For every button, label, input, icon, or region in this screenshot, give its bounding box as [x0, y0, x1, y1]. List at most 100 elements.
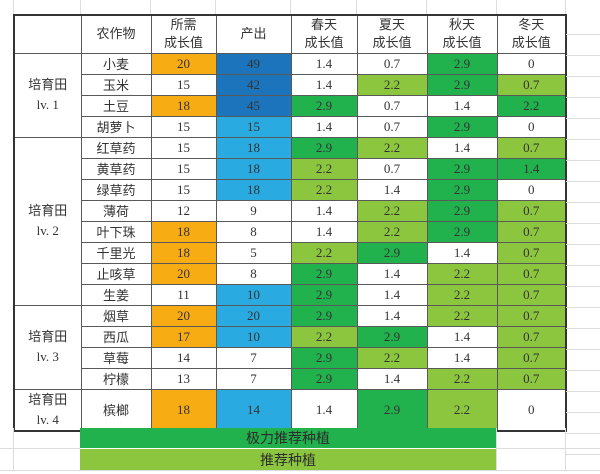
- cell-required-growth: 12: [150, 199, 217, 222]
- table-row: 培育田 lv. 4 槟榔 18 14 1.4 2.9 2.2 0: [13, 388, 567, 432]
- sheet-gridline: [215, 0, 216, 14]
- cell-autumn-growth: 1.4: [426, 346, 498, 369]
- cell-winter-growth: 0.7: [496, 346, 567, 369]
- cell-spring-growth: 2.9: [290, 262, 358, 285]
- col-header-crop: 农作物: [80, 14, 152, 54]
- sheet-gridline: [13, 428, 14, 470]
- cell-spring-growth: 2.9: [290, 304, 358, 327]
- cell-autumn-growth: 1.4: [426, 94, 498, 117]
- col-header-summer: 夏天 成长值: [356, 14, 428, 54]
- cell-spring-growth: 1.4: [290, 388, 358, 432]
- legend-recommend-label: 推荐种植: [260, 453, 316, 469]
- sheet-gridline: [496, 428, 497, 470]
- legend-strong-recommend: 极力推荐种植: [80, 428, 496, 448]
- cell-winter-growth: 0: [496, 52, 567, 75]
- table-row: 土豆 18 45 2.9 0.7 1.4 2.2: [14, 94, 567, 117]
- col-header-spring: 春天 成长值: [290, 14, 358, 54]
- cell-summer-growth: 0.7: [356, 52, 428, 75]
- row-group-label: 培育田 lv. 2: [13, 136, 82, 306]
- cell-spring-growth: 2.2: [290, 157, 358, 180]
- col-header-produce: 产出: [215, 14, 292, 54]
- cell-spring-growth: 1.4: [290, 52, 358, 75]
- cell-crop-name: 叶下珠: [80, 220, 152, 243]
- cell-spring-growth: 2.2: [290, 178, 358, 201]
- table-row: 千里光 18 5 2.2 2.9 1.4 0.7: [14, 241, 567, 264]
- cell-required-growth: 15: [150, 136, 217, 159]
- cell-produce: 42: [215, 73, 292, 96]
- cell-spring-growth: 1.4: [290, 115, 358, 138]
- cell-spring-growth: 1.4: [290, 199, 358, 222]
- cell-summer-growth: 2.9: [356, 325, 428, 348]
- cell-crop-name: 柠檬: [80, 367, 152, 390]
- sheet-gridline: [496, 448, 600, 449]
- cell-autumn-growth: 2.2: [426, 283, 498, 306]
- cell-produce: 8: [215, 220, 292, 243]
- cell-crop-name: 生姜: [80, 283, 152, 306]
- col-header-need: 所需 成长值: [150, 14, 217, 54]
- cell-spring-growth: 2.9: [290, 283, 358, 306]
- cell-winter-growth: 0: [496, 115, 567, 138]
- cell-spring-growth: 2.9: [290, 94, 358, 117]
- table-row: 玉米 15 42 1.4 2.2 2.9 0.7: [14, 73, 567, 96]
- cell-crop-name: 止咳草: [80, 262, 152, 285]
- cell-produce: 14: [215, 388, 292, 432]
- sheet-gridline: [13, 0, 14, 14]
- cell-crop-name: 烟草: [80, 304, 152, 327]
- cell-produce: 10: [215, 325, 292, 348]
- cell-produce: 5: [215, 241, 292, 264]
- cell-required-growth: 20: [150, 304, 217, 327]
- cell-required-growth: 13: [150, 367, 217, 390]
- cell-summer-growth: 1.4: [356, 262, 428, 285]
- table-row: 胡萝卜 15 15 1.4 0.7 2.9 0: [14, 115, 567, 138]
- table-row: 绿草药 15 18 2.2 1.4 2.9 0: [14, 178, 567, 201]
- cell-crop-name: 红草药: [80, 136, 152, 159]
- cell-autumn-growth: 2.9: [426, 199, 498, 222]
- cell-winter-growth: 0.7: [496, 262, 567, 285]
- cell-required-growth: 14: [150, 346, 217, 369]
- sheet-gridline: [426, 0, 427, 14]
- cell-crop-name: 绿草药: [80, 178, 152, 201]
- cell-summer-growth: 1.4: [356, 283, 428, 306]
- cell-required-growth: 15: [150, 178, 217, 201]
- cell-crop-name: 小麦: [80, 52, 152, 75]
- cell-summer-growth: 2.2: [356, 346, 428, 369]
- table-row: 叶下珠 18 8 1.4 2.2 2.9 0.7: [14, 220, 567, 243]
- cell-spring-growth: 2.2: [290, 241, 358, 264]
- cell-crop-name: 黄草药: [80, 157, 152, 180]
- cell-winter-growth: 0.7: [496, 241, 567, 264]
- cell-required-growth: 18: [150, 220, 217, 243]
- sheet-gridline: [0, 448, 80, 449]
- cell-autumn-growth: 1.4: [426, 325, 498, 348]
- cell-crop-name: 草莓: [80, 346, 152, 369]
- cell-winter-growth: 1.4: [496, 157, 567, 180]
- cell-required-growth: 15: [150, 73, 217, 96]
- cell-spring-growth: 2.9: [290, 367, 358, 390]
- cell-crop-name: 西瓜: [80, 325, 152, 348]
- cell-winter-growth: 0.7: [496, 283, 567, 306]
- cell-required-growth: 18: [150, 241, 217, 264]
- legend-recommend: 推荐种植: [80, 449, 496, 470]
- cell-summer-growth: 1.4: [356, 304, 428, 327]
- cell-required-growth: 18: [150, 388, 217, 432]
- cell-required-growth: 15: [150, 157, 217, 180]
- cell-summer-growth: 2.2: [356, 136, 428, 159]
- cell-autumn-growth: 2.2: [426, 388, 498, 432]
- cell-crop-name: 玉米: [80, 73, 152, 96]
- cell-spring-growth: 1.4: [290, 73, 358, 96]
- cell-spring-growth: 2.2: [290, 325, 358, 348]
- table-row: 薄荷 12 9 1.4 2.2 2.9 0.7: [14, 199, 567, 222]
- sheet-gridline: [290, 0, 291, 14]
- cell-summer-growth: 1.4: [356, 367, 428, 390]
- cell-summer-growth: 2.9: [356, 388, 428, 432]
- table-row: 草莓 14 7 2.9 2.2 1.4 0.7: [14, 346, 567, 369]
- table-row: 西瓜 17 10 2.2 2.9 1.4 0.7: [14, 325, 567, 348]
- cell-produce: 20: [215, 304, 292, 327]
- cell-produce: 7: [215, 367, 292, 390]
- cell-winter-growth: 0.7: [496, 73, 567, 96]
- cell-required-growth: 15: [150, 115, 217, 138]
- cell-crop-name: 千里光: [80, 241, 152, 264]
- cell-winter-growth: 0: [496, 388, 567, 432]
- cell-winter-growth: 0.7: [496, 199, 567, 222]
- col-header-empty: [13, 14, 82, 54]
- cell-winter-growth: 0.7: [496, 325, 567, 348]
